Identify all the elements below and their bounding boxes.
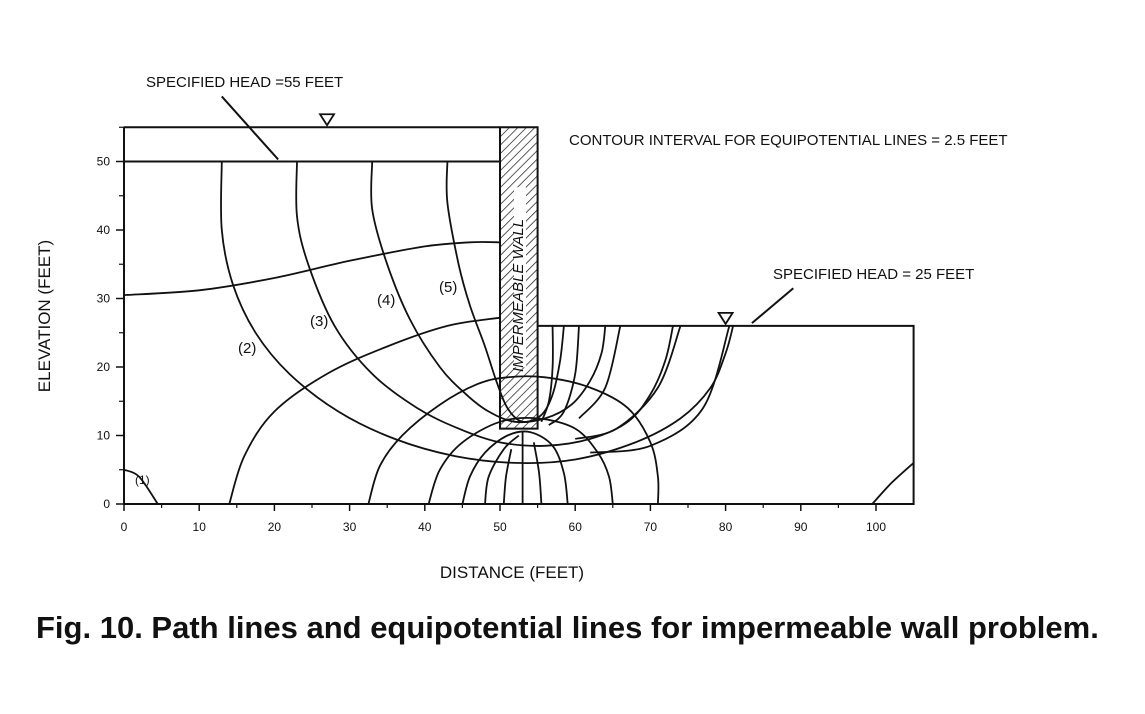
left-water-table-symbol bbox=[318, 113, 336, 127]
equipotential-line-12 bbox=[578, 325, 622, 420]
equipotential-line-10 bbox=[540, 325, 554, 423]
path-label-2: (2) bbox=[238, 340, 256, 357]
x-tick-label-30: 30 bbox=[343, 520, 357, 534]
left-head-leader bbox=[221, 95, 279, 161]
x-tick-label-20: 20 bbox=[268, 520, 282, 534]
label-layer: SPECIFIED HEAD =55 FEET CONTOUR INTERVAL… bbox=[35, 74, 1008, 582]
y-axis-label: ELEVATION (FEET) bbox=[35, 240, 54, 392]
path-label-3: (3) bbox=[310, 313, 328, 330]
path-line-3 bbox=[295, 161, 674, 447]
x-tick-label-60: 60 bbox=[569, 520, 583, 534]
equipotential-line-2 bbox=[228, 316, 501, 505]
wall-label-backing bbox=[514, 187, 526, 368]
equipotential-line-1 bbox=[123, 241, 501, 296]
x-tick-label-50: 50 bbox=[493, 520, 507, 534]
equipotential-line-6 bbox=[484, 434, 520, 505]
path-label-5: (5) bbox=[439, 279, 457, 296]
y-tick-label-40: 40 bbox=[97, 223, 111, 237]
x-tick-label-80: 80 bbox=[719, 520, 733, 534]
x-axis-label: DISTANCE (FEET) bbox=[440, 563, 584, 582]
equipotential-line-11 bbox=[548, 325, 580, 426]
equipotential-line-14 bbox=[590, 325, 731, 454]
x-tick-label-10: 10 bbox=[193, 520, 207, 534]
path-line-2 bbox=[220, 161, 734, 464]
figure-caption: Fig. 10. Path lines and equipotential li… bbox=[36, 610, 1099, 645]
flow-net-chart: 0 10 20 30 40 50 60 70 80 90 100 0 10 20 30 40 50 SPECIF… bbox=[35, 74, 1008, 582]
right-head-label: SPECIFIED HEAD = 25 FEET bbox=[773, 266, 974, 283]
y-tick-label-50: 50 bbox=[97, 155, 111, 169]
path-line-1 bbox=[123, 468, 159, 505]
y-tick-label-30: 30 bbox=[97, 292, 111, 306]
wall-layer bbox=[499, 126, 539, 430]
y-tick-label-20: 20 bbox=[97, 360, 111, 374]
equipotential-line-9 bbox=[532, 442, 543, 505]
x-tick-label-0: 0 bbox=[121, 520, 128, 534]
left-head-label: SPECIFIED HEAD =55 FEET bbox=[146, 74, 343, 91]
y-tick-label-0: 0 bbox=[103, 497, 110, 511]
equipotential-line-13 bbox=[574, 325, 682, 440]
path-label-4: (4) bbox=[377, 292, 395, 309]
x-tick-label-90: 90 bbox=[794, 520, 808, 534]
right-head-leader bbox=[751, 287, 794, 324]
y-tick-label-10: 10 bbox=[97, 429, 111, 443]
path-label-1: (1) bbox=[135, 473, 150, 487]
domain-boundary bbox=[123, 127, 915, 505]
path-line-4 bbox=[370, 161, 607, 424]
right-water-table-symbol bbox=[716, 311, 735, 326]
contour-interval-label: CONTOUR INTERVAL FOR EQUIPOTENTIAL LINES… bbox=[569, 132, 1008, 149]
axes-layer: 0 10 20 30 40 50 60 70 80 90 100 0 10 20 30 40 50 bbox=[97, 126, 886, 534]
wall-label: IMPERMEABLE WALL bbox=[510, 219, 527, 372]
equipotential-line-15 bbox=[871, 462, 915, 505]
frame-layer bbox=[123, 95, 915, 505]
equipotential-line-5 bbox=[461, 430, 569, 505]
x-tick-label-100: 100 bbox=[866, 520, 886, 534]
x-tick-label-70: 70 bbox=[644, 520, 658, 534]
equipotential-line-7 bbox=[502, 449, 513, 505]
x-tick-label-40: 40 bbox=[418, 520, 432, 534]
